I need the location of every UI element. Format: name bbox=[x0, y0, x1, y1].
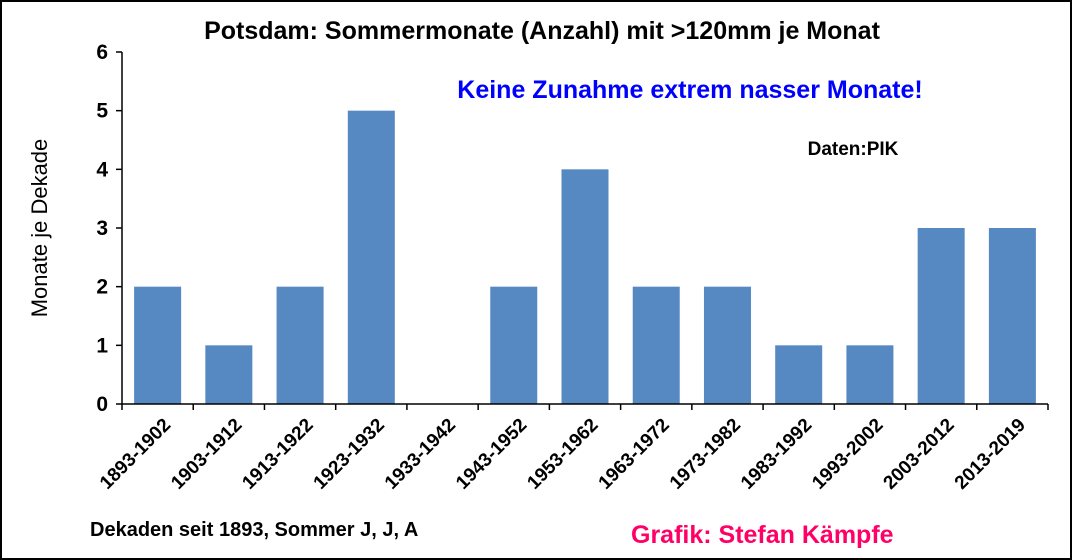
bar-1953-1962 bbox=[561, 169, 609, 404]
bar-2003-2012 bbox=[917, 228, 965, 404]
x-tick-label: 1913-1922 bbox=[239, 415, 318, 494]
x-tick-label: 1983-1992 bbox=[737, 415, 816, 494]
y-tick-label: 2 bbox=[96, 276, 108, 299]
bar-1973-1982 bbox=[703, 286, 751, 404]
bar-1923-1932 bbox=[347, 110, 395, 405]
x-tick-label: 1993-2002 bbox=[808, 415, 887, 494]
y-tick-label: 5 bbox=[96, 100, 108, 123]
x-tick-label: 2013-2019 bbox=[951, 415, 1030, 494]
plot-area: 0 1 2 3 4 5 6 1893-19021903-19121913-19221923-1… bbox=[96, 41, 1049, 494]
chart-title: Potsdam: Sommermonate (Anzahl) mit >120m… bbox=[204, 17, 881, 45]
bar-1943-1952 bbox=[490, 286, 538, 404]
bar-1893-1902 bbox=[134, 286, 182, 404]
y-tick-label: 1 bbox=[96, 334, 108, 357]
credit-label: Grafik: Stefan Kämpfe bbox=[631, 521, 894, 549]
x-axis-label: Dekaden seit 1893, Sommer J, J, A bbox=[90, 519, 418, 541]
y-tick-label: 6 bbox=[96, 41, 108, 64]
bar-1993-2002 bbox=[846, 345, 894, 404]
x-tick-label: 2003-2012 bbox=[880, 415, 959, 494]
y-tick-label: 4 bbox=[96, 158, 108, 181]
bar-1903-1912 bbox=[205, 345, 253, 404]
bar-1913-1922 bbox=[276, 286, 324, 404]
data-source-label: Daten:PIK bbox=[808, 139, 899, 160]
x-tick-label: 1963-1972 bbox=[595, 415, 674, 494]
x-tick-label: 1893-1902 bbox=[96, 415, 175, 494]
y-axis-label: Monate je Dekade bbox=[27, 139, 52, 318]
x-tick-label: 1943-1952 bbox=[452, 415, 531, 494]
bar-1963-1972 bbox=[632, 286, 680, 404]
y-tick-label: 3 bbox=[96, 217, 108, 240]
annotation-text: Keine Zunahme extrem nasser Monate! bbox=[457, 76, 922, 104]
bar-2013-2019 bbox=[988, 228, 1036, 404]
x-tick-label: 1923-1932 bbox=[310, 415, 389, 494]
x-tick-label: 1903-1912 bbox=[167, 415, 246, 494]
x-tick-label: 1953-1962 bbox=[523, 415, 602, 494]
x-tick-label: 1933-1942 bbox=[381, 415, 460, 494]
bar-1983-1992 bbox=[775, 345, 823, 404]
x-tick-label: 1973-1982 bbox=[666, 415, 745, 494]
y-tick-label: 0 bbox=[96, 393, 108, 416]
